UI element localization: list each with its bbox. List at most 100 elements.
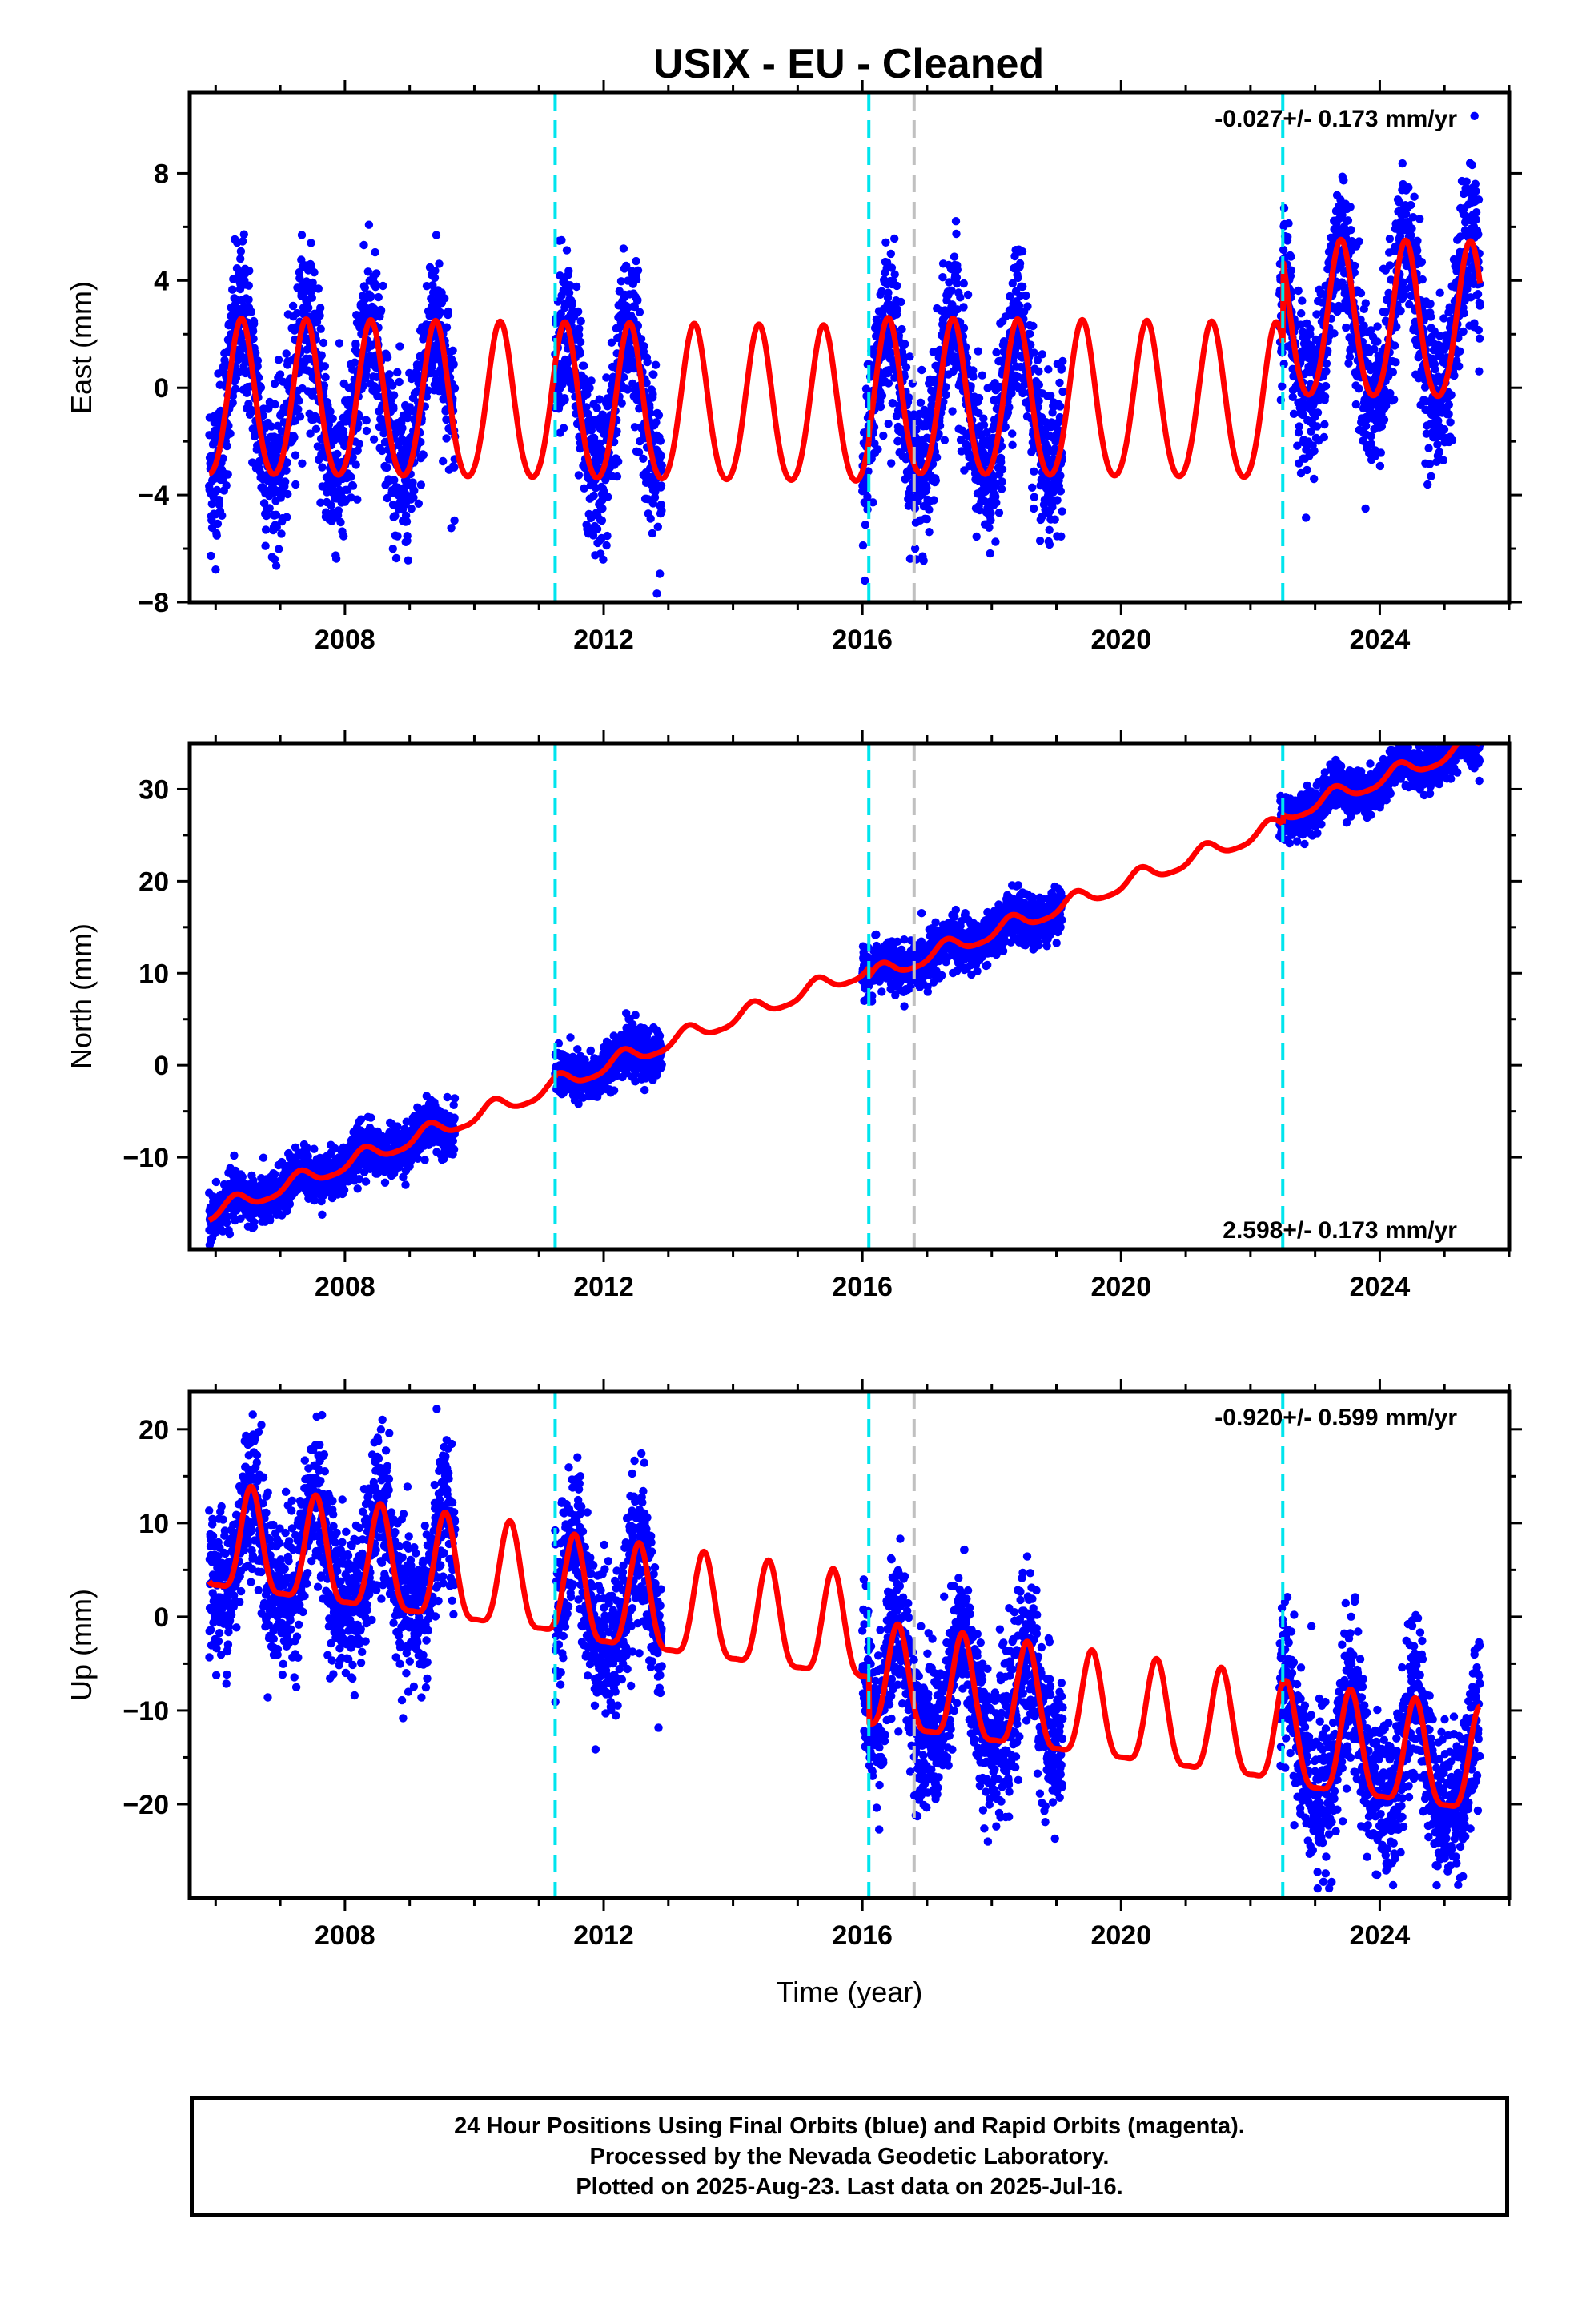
east-data-point [969,366,978,375]
east-data-point [244,281,253,290]
east-data-point [379,281,387,291]
east-data-point [335,339,344,348]
east-data-point [311,424,321,433]
east-data-point [428,362,436,372]
east-data-point [1046,392,1055,400]
east-data-point [1396,306,1405,316]
east-data-point [450,384,460,392]
east-data-point [607,338,616,347]
east-x-tick-label: 2008 [315,625,375,655]
east-data-point [1381,308,1390,317]
east-data-point [1408,213,1418,222]
east-data-point [283,458,291,467]
east-data-point [367,292,375,301]
east-data-point [986,509,995,517]
east-data-point [646,514,655,523]
north-plot-area [205,743,1484,1249]
east-data-point [1399,278,1407,287]
east-data-point [604,493,612,501]
east-data-point [901,340,909,348]
east-data-point [207,516,216,525]
east-data-point [236,255,245,263]
east-data-point [222,481,231,490]
east-data-point [1279,245,1288,255]
east-data-point [359,240,368,250]
east-data-point [1435,288,1444,297]
east-data-point [1435,448,1444,456]
east-data-point [212,485,222,495]
east-data-point [1302,513,1311,522]
east-data-point [444,307,452,316]
east-data-point [1322,367,1331,376]
east-data-point [1413,246,1422,255]
east-data-point [1410,192,1419,201]
east-data-point [1430,327,1439,336]
east-data-point [1427,472,1435,480]
east-data-point [617,399,626,408]
east-data-point [873,445,882,454]
east-data-point [409,493,418,502]
east-data-point [886,249,896,259]
east-data-point [383,463,391,472]
east-data-point [596,439,604,448]
east-data-point [1056,471,1065,480]
east-data-point [580,361,588,370]
east-data-point [282,466,291,475]
east-data-point [1405,300,1414,309]
east-data-point [893,305,902,314]
east-data-point [351,460,360,469]
east-data-point [652,418,661,427]
east-data-point [1385,261,1395,270]
east-data-point [1447,391,1456,400]
east-data-point [1044,365,1053,374]
east-data-point [1018,388,1027,398]
east-data-point [861,486,869,495]
east-data-point [877,287,886,296]
east-data-point [1398,159,1407,168]
east-data-point [560,396,569,404]
east-data-point [940,436,950,444]
east-data-point [963,290,973,300]
east-data-point [1001,423,1010,432]
east-data-point [952,229,961,239]
east-data-point [917,365,926,375]
east-data-point [431,266,440,275]
east-data-point [1029,321,1038,331]
east-data-point [212,531,221,540]
east-data-point [1053,496,1062,505]
east-data-point [238,237,247,246]
east-data-point [398,424,407,432]
east-data-point [314,284,323,293]
north-data-point [270,1170,279,1179]
east-data-point [595,395,604,404]
east-data-point [1392,322,1401,332]
east-data-point [245,267,254,275]
east-data-point [369,435,379,444]
east-data-point [884,288,893,297]
east-data-point [327,501,335,510]
east-data-point [331,554,341,563]
east-data-point [448,346,457,355]
east-data-point [614,457,623,466]
east-data-point [956,293,965,302]
east-data-point [291,451,300,460]
east-data-point [882,258,892,267]
east-data-point [589,491,598,501]
east-data-point [348,481,358,490]
east-data-point [927,401,936,410]
east-data-point [572,282,581,292]
east-data-point [1035,537,1045,545]
east-data-point [640,342,648,351]
east-data-point [304,304,313,312]
east-data-point [1413,236,1422,245]
east-data-point [1390,395,1399,404]
east-data-point [656,481,666,490]
east-data-point [953,305,962,314]
east-data-point [265,504,274,513]
east-data-point [633,296,642,304]
east-data-point [1388,368,1398,376]
east-data-point [877,391,887,400]
east-data-point [568,298,576,307]
